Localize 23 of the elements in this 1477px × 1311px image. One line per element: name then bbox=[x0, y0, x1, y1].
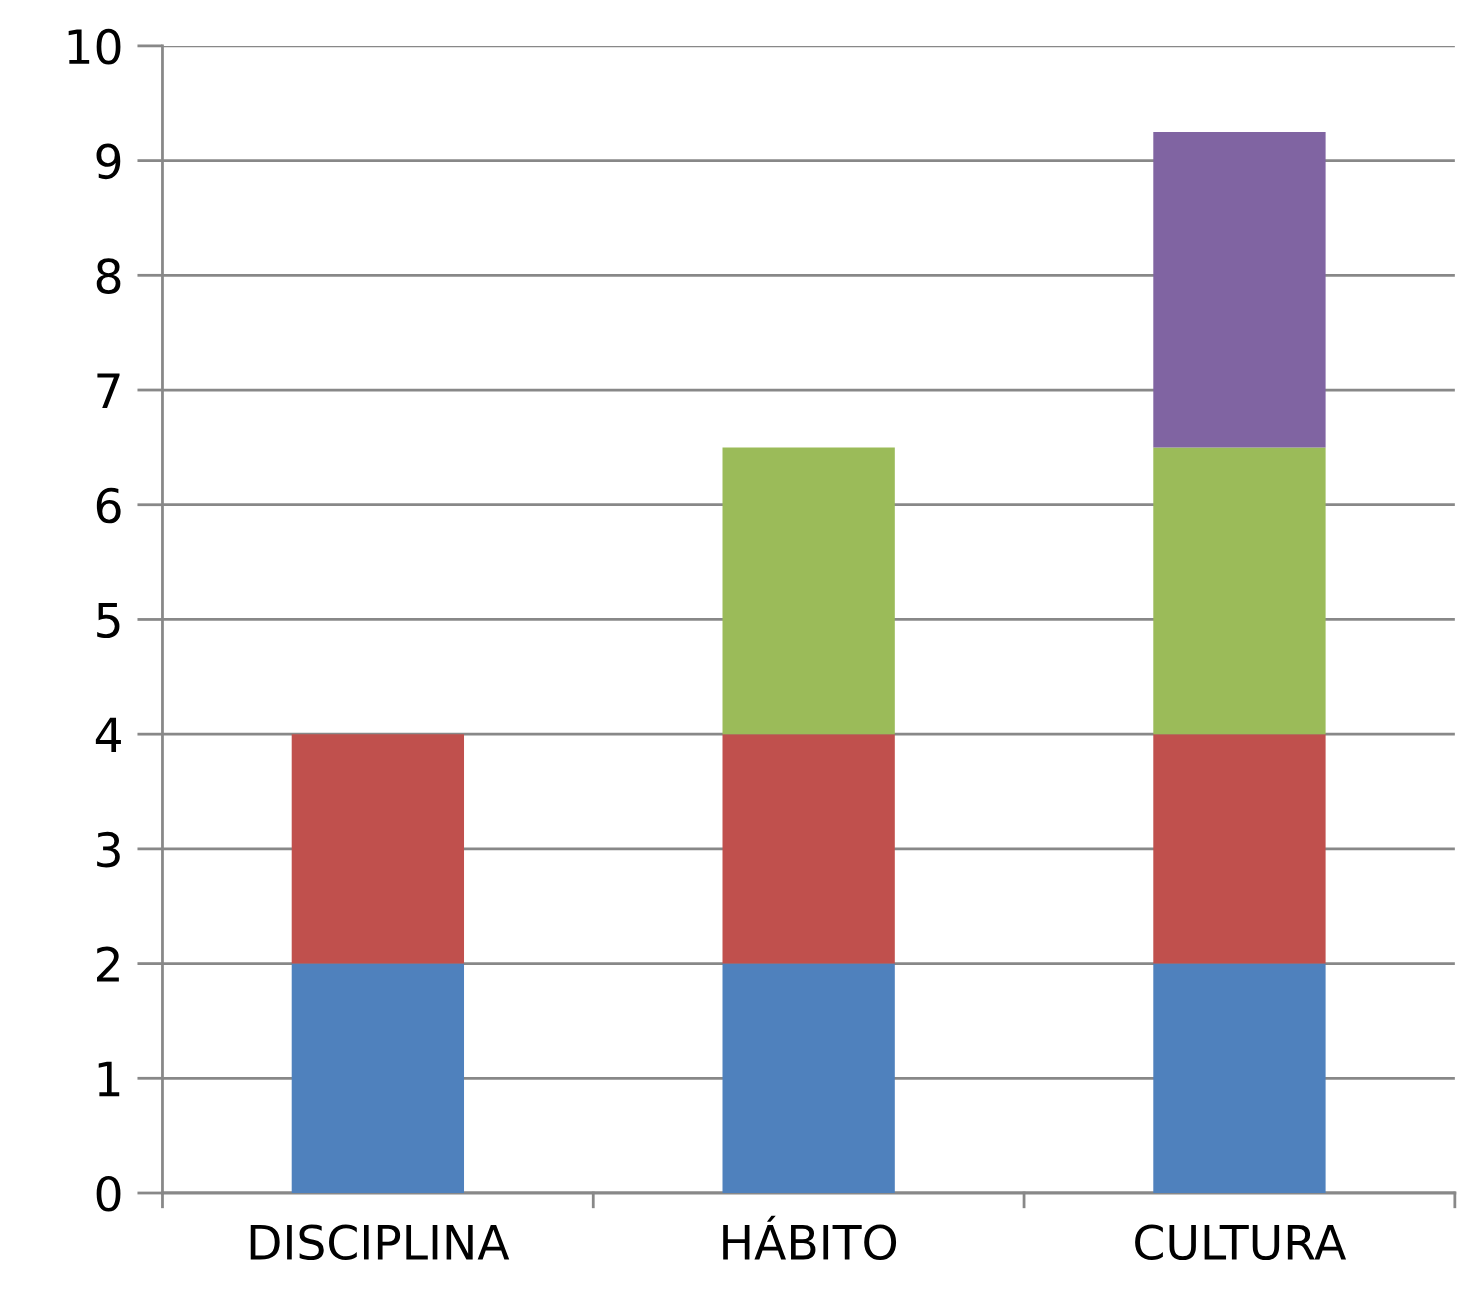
x-tick-label: HÁBITO bbox=[723, 1215, 897, 1261]
y-tick-label: 8 bbox=[96, 258, 121, 294]
bar bbox=[1153, 131, 1326, 448]
bar bbox=[1153, 963, 1326, 1194]
x-tick-label: DISCIPLINA bbox=[250, 1224, 510, 1261]
y-tick-label: 10 bbox=[68, 28, 121, 65]
bar bbox=[722, 963, 895, 1194]
y-tick-label: 9 bbox=[96, 143, 121, 180]
bar bbox=[1153, 447, 1326, 735]
y-tick-label: 4 bbox=[95, 717, 121, 753]
y-tick-label: 1 bbox=[98, 1061, 120, 1097]
y-tick-label: 3 bbox=[97, 831, 120, 868]
y-tick-label: 5 bbox=[97, 602, 120, 639]
bar bbox=[291, 734, 465, 964]
y-tick-label: 6 bbox=[96, 487, 121, 524]
bar bbox=[722, 447, 895, 735]
y-tick-label: 0 bbox=[96, 1175, 121, 1212]
bar bbox=[291, 963, 465, 1194]
bar bbox=[1153, 734, 1326, 964]
bar bbox=[722, 734, 895, 964]
x-tick-label: CULTURA bbox=[1135, 1224, 1347, 1261]
y-tick-label: 7 bbox=[97, 373, 120, 408]
y-tick-label: 2 bbox=[97, 946, 119, 982]
